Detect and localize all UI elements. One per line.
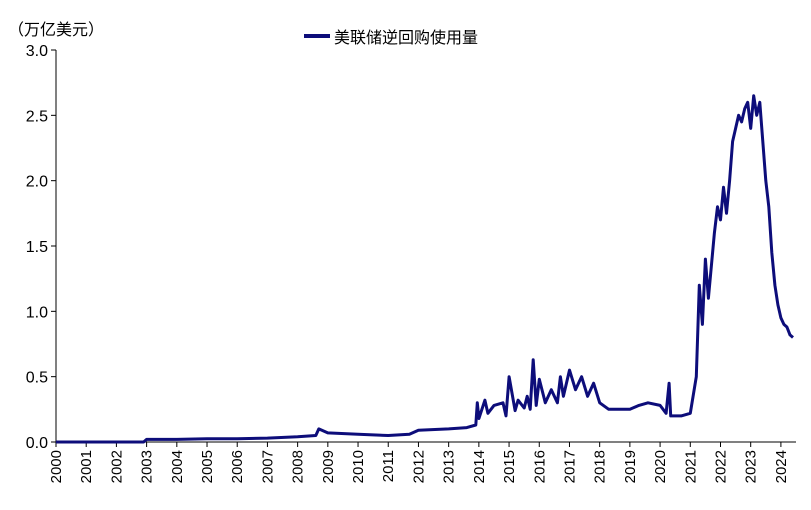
x-axis-ticks: 2000 2001 2002 2003 2004 2005 2006 2007 2008 2009… — [48, 442, 790, 483]
x-tick-label: 2012 — [410, 450, 427, 483]
axes — [55, 50, 796, 443]
x-tick-label: 2003 — [139, 450, 156, 483]
y-tick-label: 2.5 — [26, 108, 48, 125]
x-tick-label: 2009 — [320, 450, 337, 483]
legend-swatch — [304, 34, 330, 38]
x-tick-label: 2017 — [561, 450, 578, 483]
x-tick-label: 2007 — [259, 450, 276, 483]
x-tick-label: 2004 — [169, 450, 186, 483]
legend: 美联储逆回购使用量 — [304, 24, 478, 48]
x-tick-label: 2010 — [350, 450, 367, 483]
x-tick-label: 2021 — [682, 450, 699, 483]
x-tick-label: 2001 — [78, 450, 95, 483]
x-tick-label: 2000 — [48, 450, 65, 483]
x-tick-label: 2023 — [743, 450, 760, 483]
y-tick-label: 1.0 — [26, 304, 48, 321]
x-tick-label: 2014 — [471, 450, 488, 483]
x-tick-label: 2016 — [531, 450, 548, 483]
x-tick-label: 2002 — [108, 450, 125, 483]
y-tick-label: 0.5 — [26, 370, 48, 387]
x-tick-label: 2020 — [652, 450, 669, 483]
series-layer — [56, 94, 794, 444]
x-tick-label: 2015 — [501, 450, 518, 483]
y-tick-label: 3.0 — [26, 43, 48, 60]
x-tick-label: 2024 — [773, 450, 790, 483]
x-tick-label: 2019 — [622, 450, 639, 483]
y-tick-label: 2.0 — [26, 174, 48, 191]
legend-label: 美联储逆回购使用量 — [334, 28, 479, 47]
x-tick-label: 2006 — [229, 450, 246, 483]
x-tick-label: 2022 — [712, 450, 729, 483]
y-tick-label: 1.5 — [26, 239, 48, 256]
y-axis-label: （万亿美元） — [8, 20, 105, 39]
x-tick-label: 2005 — [199, 450, 216, 483]
x-tick-label: 2013 — [441, 450, 458, 483]
x-tick-label: 2011 — [380, 450, 397, 482]
y-axis-ticks: 0.0 0.5 1.0 1.5 2.0 2.5 3.0 — [26, 43, 56, 452]
x-tick-label: 2018 — [592, 450, 609, 483]
series-line — [56, 94, 794, 444]
x-tick-label: 2008 — [290, 450, 307, 483]
y-tick-label: 0.0 — [26, 435, 48, 452]
